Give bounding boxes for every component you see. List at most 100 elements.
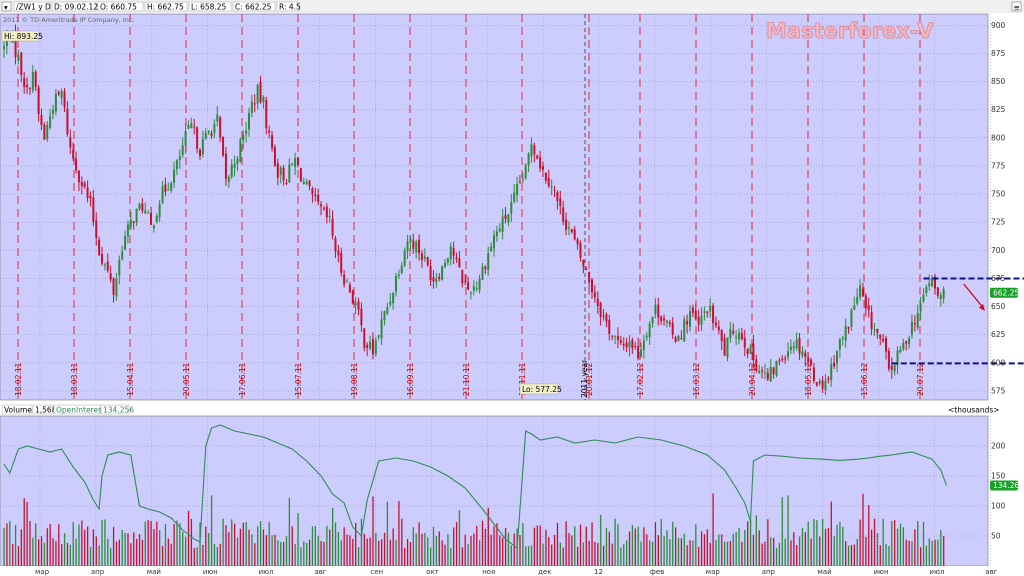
volume-bar <box>856 538 858 566</box>
date-marker-label: 18.03.11 <box>70 362 79 396</box>
candle-body <box>714 322 717 326</box>
volume-bar <box>14 525 17 566</box>
candle-body <box>325 206 328 218</box>
volume-bar <box>899 523 902 566</box>
month-label: май <box>147 568 161 576</box>
candle-body <box>668 322 671 325</box>
date-marker-label: 20.05.11 <box>182 362 191 396</box>
volume-bar <box>37 539 40 566</box>
candle-body <box>276 163 279 178</box>
candle-body <box>392 292 395 304</box>
volume-bar <box>502 537 504 566</box>
candle-body <box>322 207 325 209</box>
volume-bar <box>657 535 659 566</box>
low-value: L: 658.25 <box>191 3 227 12</box>
candle-body <box>363 328 366 348</box>
date-marker-label: 20.04.12 <box>748 362 757 396</box>
candle-body <box>576 239 579 245</box>
candle-body <box>853 305 856 311</box>
symbol-label[interactable]: /ZW1 y D <box>16 3 51 12</box>
volume-bar <box>112 526 115 566</box>
volume-bar <box>69 544 71 566</box>
volume-bar <box>695 524 697 566</box>
volume-bar <box>539 525 541 566</box>
candle-body <box>916 312 919 328</box>
volume-bar <box>600 514 602 566</box>
candle-body <box>717 326 720 331</box>
candle-body <box>248 112 250 130</box>
volume-bar <box>654 522 657 566</box>
volume-bar <box>3 527 5 566</box>
price-tick-label: 775 <box>991 161 1006 170</box>
candle-body <box>524 164 527 179</box>
candle-body <box>3 46 5 50</box>
svg-text:662.25: 662.25 <box>993 288 1019 297</box>
month-label: дек <box>538 568 551 576</box>
candle-body <box>360 308 363 326</box>
date-marker-label: 18.02.11 <box>14 362 23 396</box>
volume-bar <box>646 534 648 566</box>
candle-body <box>461 270 464 284</box>
candle-body <box>885 338 887 352</box>
volume-bar <box>715 540 717 566</box>
candle-body <box>654 304 657 315</box>
candle-body <box>726 337 729 358</box>
candle-body <box>824 380 827 391</box>
volume-bar <box>101 519 103 566</box>
candle-body <box>173 169 176 183</box>
volume-bar <box>392 528 394 566</box>
date-marker-label: 20.01.12 <box>585 362 594 396</box>
candle-body <box>464 281 467 283</box>
volume-bar <box>306 542 308 566</box>
candle-body <box>118 259 121 276</box>
month-label: июл <box>929 568 944 576</box>
candle-body <box>83 183 86 187</box>
candle-body <box>804 352 807 357</box>
candle-body <box>637 346 640 359</box>
volume-bar <box>865 536 867 566</box>
volume-bar <box>29 520 31 566</box>
candle-body <box>291 164 294 166</box>
svg-text:Hi: 893.25: Hi: 893.25 <box>4 32 43 41</box>
volume-bar <box>441 540 443 566</box>
volume-bar <box>922 522 925 566</box>
volume-bar <box>184 536 187 566</box>
volume-bar <box>216 546 218 566</box>
volume-bar <box>366 538 368 566</box>
volume-bar <box>496 523 498 566</box>
volume-bar <box>314 526 316 566</box>
candle-body <box>890 365 893 370</box>
volume-bar <box>164 524 167 566</box>
candle-body <box>567 227 570 229</box>
candle-body <box>795 339 798 349</box>
volume-bar <box>9 520 11 566</box>
volume-bar <box>43 542 46 566</box>
volume-bar <box>925 545 928 566</box>
candle-body <box>346 281 348 283</box>
candle-body <box>622 344 625 346</box>
volume-bar <box>510 545 512 566</box>
collapse-icon[interactable]: ▾ <box>1 1 12 12</box>
candle-body <box>40 115 43 125</box>
date-marker-label: 17.02.12 <box>636 362 645 396</box>
candle-body <box>193 126 196 128</box>
volume-bar <box>412 527 414 566</box>
volume-bar <box>383 532 386 566</box>
date-marker-label: 17.06.11 <box>238 362 247 396</box>
volume-bar <box>683 533 685 566</box>
volume-bar <box>686 545 688 566</box>
candle-body <box>660 316 663 322</box>
candle-body <box>556 192 559 201</box>
x-axis: мар апр май июн июл авг сен окт ноя дек 12 фев мар ап… <box>0 566 1024 576</box>
candle-body <box>141 203 144 211</box>
menu-icon[interactable]: ≡ <box>1011 1 1022 12</box>
candle-body <box>807 357 810 363</box>
price-tick-label: 700 <box>991 246 1006 255</box>
candle-body <box>17 55 20 61</box>
volume-bar <box>297 513 299 566</box>
candle-body <box>478 278 481 291</box>
candle-body <box>928 283 931 287</box>
header-bar: ▾ /ZW1 y D D: 09.02.12 O: 660.75 H: 662.… <box>0 0 1024 13</box>
volume-bar <box>536 525 538 566</box>
